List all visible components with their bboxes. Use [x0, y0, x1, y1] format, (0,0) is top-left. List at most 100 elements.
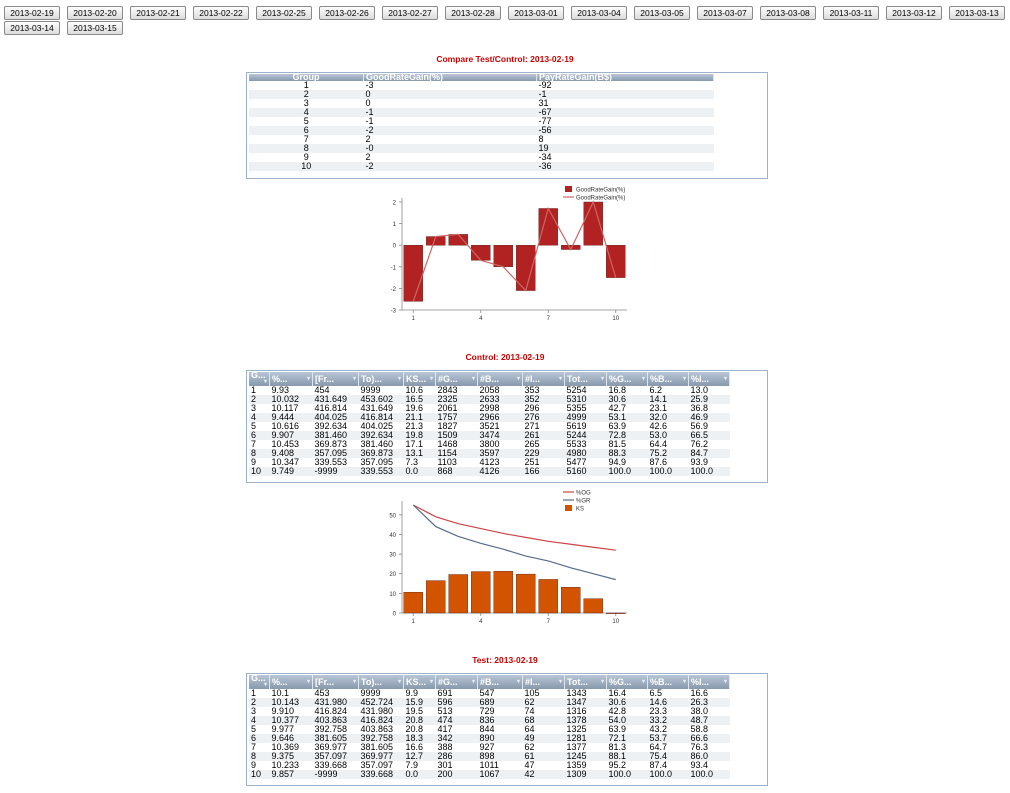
table-row[interactable]: 10 -2 -36 — [249, 162, 714, 171]
control-col-header[interactable]: To)... ▾ — [358, 372, 404, 386]
control-col-header[interactable]: %I... ▾ — [688, 372, 730, 386]
control-col-header[interactable]: [Fr... ▾ — [312, 372, 359, 386]
date-button-2013-02-28[interactable]: 2013-02-28 — [445, 6, 501, 20]
sort-arrow-icon[interactable]: ▾ — [429, 375, 433, 382]
compare-col-header[interactable]: Group — [249, 74, 364, 81]
test-col-header[interactable]: %I... ▾ — [688, 675, 730, 689]
table-row[interactable]: 2 0 -1 — [249, 90, 714, 99]
sort-arrow-icon[interactable]: ▾ — [682, 375, 686, 382]
control-col-header[interactable]: #G... ▾ — [435, 372, 478, 386]
test-col-header[interactable]: #G... ▾ — [435, 675, 478, 689]
sort-arrow-icon[interactable]: ▾ — [352, 678, 356, 685]
table-row[interactable]: 8 9.375 357.097 369.977 12.7 286 898 61 1245 88.1… — [249, 752, 730, 761]
table-row[interactable]: 9 10.347 339.553 357.095 7.3 1103 4123 251 5477 9… — [249, 458, 730, 467]
test-col-header[interactable]: Tot... ▾ — [564, 675, 607, 689]
table-row[interactable]: 6 9.646 381.605 392.758 18.3 342 890 49 1281 72.1… — [249, 734, 730, 743]
sort-arrow-icon[interactable]: ▾ — [682, 678, 686, 685]
sort-arrow-icon[interactable]: ▾ — [397, 678, 401, 685]
test-col-header[interactable]: KS... ▾ — [403, 675, 436, 689]
table-row[interactable]: 1 -3 -92 — [249, 81, 714, 90]
table-row[interactable]: 9 10.233 339.668 357.097 7.9 301 1011 47 1359 95.… — [249, 761, 730, 770]
table-cell: 1103 — [437, 458, 457, 467]
sort-arrow-icon[interactable]: ▾ — [558, 375, 562, 382]
date-button-2013-02-25[interactable]: 2013-02-25 — [256, 6, 312, 20]
date-button-2013-03-11[interactable]: 2013-03-11 — [823, 6, 879, 20]
control-col-header[interactable]: %G... ▾ — [606, 372, 648, 386]
sort-arrow-icon[interactable]: ▾ — [263, 379, 267, 385]
sort-arrow-icon[interactable]: ▾ — [429, 678, 433, 685]
test-col-header[interactable]: #B... ▾ — [477, 675, 523, 689]
sort-arrow-icon[interactable]: ▾ — [471, 678, 475, 685]
date-button-2013-03-07[interactable]: 2013-03-07 — [697, 6, 753, 20]
sort-arrow-icon[interactable]: ▾ — [516, 375, 520, 382]
table-row[interactable]: 8 -0 19 — [249, 144, 714, 153]
table-row[interactable]: 4 9.444 404.025 416.814 21.1 1757 2966 276 4999 5… — [249, 413, 730, 422]
test-col-header[interactable]: To)... ▾ — [358, 675, 404, 689]
table-row[interactable]: 3 0 31 — [249, 99, 714, 108]
sort-arrow-icon[interactable]: ▾ — [641, 375, 645, 382]
table-row[interactable]: 6 -2 -56 — [249, 126, 714, 135]
table-row[interactable]: 5 -1 -77 — [249, 117, 714, 126]
sort-arrow-icon[interactable]: ▾ — [471, 375, 475, 382]
table-row[interactable]: 10 9.857 -9999 339.668 0.0 200 1067 42 1309 100.0… — [249, 770, 730, 779]
table-row[interactable]: 2 10.143 431.980 452.724 15.9 596 689 62 1347 30.… — [249, 698, 730, 707]
date-button-2013-02-19[interactable]: 2013-02-19 — [4, 6, 60, 20]
table-row[interactable]: 1 9.93 454 9999 10.6 2843 2058 353 5254 16.8 6.2 13… — [249, 386, 730, 395]
table-row[interactable]: 4 10.377 403.863 416.824 20.8 474 836 68 1378 54.… — [249, 716, 730, 725]
date-button-2013-03-15[interactable]: 2013-03-15 — [67, 21, 123, 35]
table-row[interactable]: 4 -1 -67 — [249, 108, 714, 117]
control-col-header[interactable]: KS... ▾ — [403, 372, 436, 386]
sort-arrow-icon[interactable]: ▾ — [558, 678, 562, 685]
sort-arrow-icon[interactable]: ▾ — [306, 375, 310, 382]
sort-arrow-icon[interactable]: ▾ — [516, 678, 520, 685]
table-row[interactable]: 10 9.749 -9999 339.553 0.0 868 4126 166 5160 100.… — [249, 467, 730, 476]
sort-arrow-icon[interactable]: ▾ — [306, 678, 310, 685]
compare-col-header[interactable]: GoodRateGain(%) — [363, 74, 537, 81]
control-col-header[interactable]: %... ▾ — [269, 372, 313, 386]
table-row[interactable]: 7 10.369 369.977 381.605 16.6 388 927 62 1377 81.… — [249, 743, 730, 752]
table-row[interactable]: 7 10.453 369.873 381.460 17.1 1468 3800 265 5533… — [249, 440, 730, 449]
table-row[interactable]: 7 2 8 — [249, 135, 714, 144]
sort-arrow-icon[interactable]: ▾ — [723, 678, 727, 685]
sort-arrow-icon[interactable]: ▾ — [600, 375, 604, 382]
date-button-2013-02-22[interactable]: 2013-02-22 — [193, 6, 249, 20]
sort-arrow-icon[interactable]: ▾ — [723, 375, 727, 382]
date-button-2013-03-14[interactable]: 2013-03-14 — [4, 21, 60, 35]
date-button-2013-03-05[interactable]: 2013-03-05 — [634, 6, 690, 20]
date-button-2013-03-13[interactable]: 2013-03-13 — [949, 6, 1005, 20]
date-button-2013-02-20[interactable]: 2013-02-20 — [67, 6, 123, 20]
table-row[interactable]: 8 9.408 357.095 369.873 13.1 1154 3597 229 4980 8… — [249, 449, 730, 458]
table-row[interactable]: 3 9.910 416.824 431.980 19.5 513 729 74 1316 42.8… — [249, 707, 730, 716]
control-col-header[interactable]: Tot... ▾ — [564, 372, 607, 386]
date-button-2013-03-12[interactable]: 2013-03-12 — [886, 6, 942, 20]
table-row[interactable]: 2 10.032 431.649 453.602 16.5 2325 2633 352 5310… — [249, 395, 730, 404]
compare-col-header[interactable]: PayRateGain(B$) — [536, 74, 714, 81]
test-col-header[interactable]: %G... ▾ — [606, 675, 648, 689]
control-col-header[interactable]: %B... ▾ — [647, 372, 689, 386]
control-col-header[interactable]: #I... ▾ — [522, 372, 565, 386]
table-row[interactable]: 9 2 -34 — [249, 153, 714, 162]
sort-arrow-icon[interactable]: ▾ — [600, 678, 604, 685]
date-button-2013-03-04[interactable]: 2013-03-04 — [571, 6, 627, 20]
table-row[interactable]: 6 9.907 381.460 392.634 19.8 1509 3474 261 5244 7… — [249, 431, 730, 440]
control-col-header[interactable]: #B... ▾ — [477, 372, 523, 386]
table-row[interactable]: 1 10.1 453 9999 9.9 691 547 105 1343 16.4 6.5 16.6 — [249, 689, 730, 698]
sort-arrow-icon[interactable]: ▾ — [641, 678, 645, 685]
test-col-header[interactable]: %... ▾ — [269, 675, 313, 689]
date-button-2013-02-21[interactable]: 2013-02-21 — [130, 6, 186, 20]
test-col-header[interactable]: G... ▾ — [249, 675, 270, 689]
table-row[interactable]: 5 9.977 392.758 403.863 20.8 417 844 64 1325 63.9… — [249, 725, 730, 734]
control-col-header[interactable]: G... ▾ — [249, 372, 270, 386]
table-row[interactable]: 3 10.117 416.814 431.649 19.6 2061 2998 296 5355… — [249, 404, 730, 413]
sort-arrow-icon[interactable]: ▾ — [397, 375, 401, 382]
sort-arrow-icon[interactable]: ▾ — [352, 375, 356, 382]
table-row[interactable]: 5 10.616 392.634 404.025 21.3 1827 3521 271 5619… — [249, 422, 730, 431]
date-button-2013-03-08[interactable]: 2013-03-08 — [760, 6, 816, 20]
test-col-header[interactable]: [Fr... ▾ — [312, 675, 359, 689]
test-col-header[interactable]: #I... ▾ — [522, 675, 565, 689]
date-button-2013-02-27[interactable]: 2013-02-27 — [382, 6, 438, 20]
date-button-2013-03-01[interactable]: 2013-03-01 — [508, 6, 564, 20]
date-button-2013-02-26[interactable]: 2013-02-26 — [319, 6, 375, 20]
sort-arrow-icon[interactable]: ▾ — [263, 682, 267, 688]
test-col-header[interactable]: %B... ▾ — [647, 675, 689, 689]
